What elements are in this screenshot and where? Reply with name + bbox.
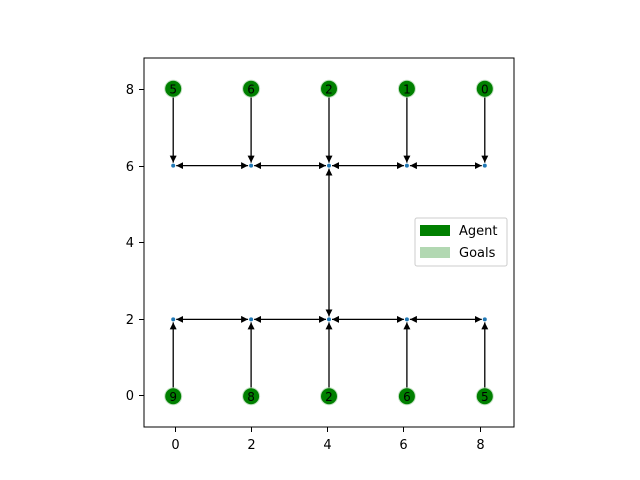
legend-swatch-agent <box>420 225 450 236</box>
y-tick: 8 <box>126 83 144 98</box>
agent-marker <box>321 80 337 97</box>
y-tick-label: 6 <box>126 160 134 175</box>
y-tick: 4 <box>126 236 144 251</box>
agent-label: 5 <box>481 390 489 404</box>
waypoint-dot <box>249 317 254 322</box>
legend-entry-agent: Agent <box>420 224 497 239</box>
y-tick-label: 8 <box>126 83 134 98</box>
x-axis: 0 2 4 6 8 <box>171 427 485 453</box>
edges-layer <box>169 88 489 397</box>
agent-marker <box>476 80 493 97</box>
waypoint-dot <box>171 317 176 322</box>
legend-entry-goals: Goals <box>420 246 496 261</box>
agent-marker <box>476 388 493 405</box>
waypoints-layer <box>171 163 487 322</box>
agent-label: 5 <box>169 82 177 96</box>
agent-label: 8 <box>247 390 255 404</box>
agent-label: 6 <box>247 82 255 96</box>
waypoint-dot <box>404 317 409 322</box>
agent-marker <box>243 80 260 97</box>
waypoint-dot <box>482 317 487 322</box>
agent-label: 6 <box>403 390 411 404</box>
x-tick-label: 6 <box>399 438 407 453</box>
legend: Agent Goals <box>414 217 508 267</box>
waypoint-dot <box>404 163 409 168</box>
x-tick: 6 <box>399 427 408 453</box>
legend-swatch-goals <box>420 247 450 258</box>
waypoint-dot <box>171 163 176 168</box>
waypoint-dot <box>327 317 331 322</box>
y-axis: 0 2 4 6 8 <box>126 83 144 404</box>
agent-marker <box>165 80 182 97</box>
agent-label: 2 <box>325 82 333 96</box>
y-tick-label: 2 <box>126 313 134 328</box>
waypoint-dot <box>249 163 254 168</box>
agent-label: 0 <box>481 82 489 96</box>
waypoint-dot <box>482 163 487 168</box>
agents-layer: 5 6 2 1 09 8 2 6 5 <box>164 79 494 406</box>
x-tick: 0 <box>171 427 180 453</box>
x-tick-label: 4 <box>323 438 331 453</box>
agent-marker <box>165 388 182 405</box>
x-tick-label: 0 <box>171 438 179 453</box>
x-tick: 8 <box>476 427 485 453</box>
y-tick-label: 4 <box>126 236 134 251</box>
agent-marker <box>398 388 415 405</box>
agent-label: 1 <box>403 82 411 96</box>
agent-marker <box>321 388 337 405</box>
agent-label: 9 <box>169 390 177 404</box>
y-tick: 0 <box>126 389 144 404</box>
x-tick-label: 8 <box>476 438 484 453</box>
x-tick: 2 <box>247 427 256 453</box>
agent-label: 2 <box>325 390 333 404</box>
waypoint-dot <box>327 163 331 168</box>
legend-label-agent: Agent <box>459 224 497 239</box>
y-tick: 6 <box>126 160 144 175</box>
x-tick-label: 2 <box>247 438 255 453</box>
y-tick-label: 0 <box>126 389 134 404</box>
x-tick: 4 <box>323 427 332 453</box>
agent-marker <box>398 80 415 97</box>
legend-label-goals: Goals <box>459 246 496 261</box>
y-tick: 2 <box>126 313 144 328</box>
agent-marker <box>243 388 260 405</box>
